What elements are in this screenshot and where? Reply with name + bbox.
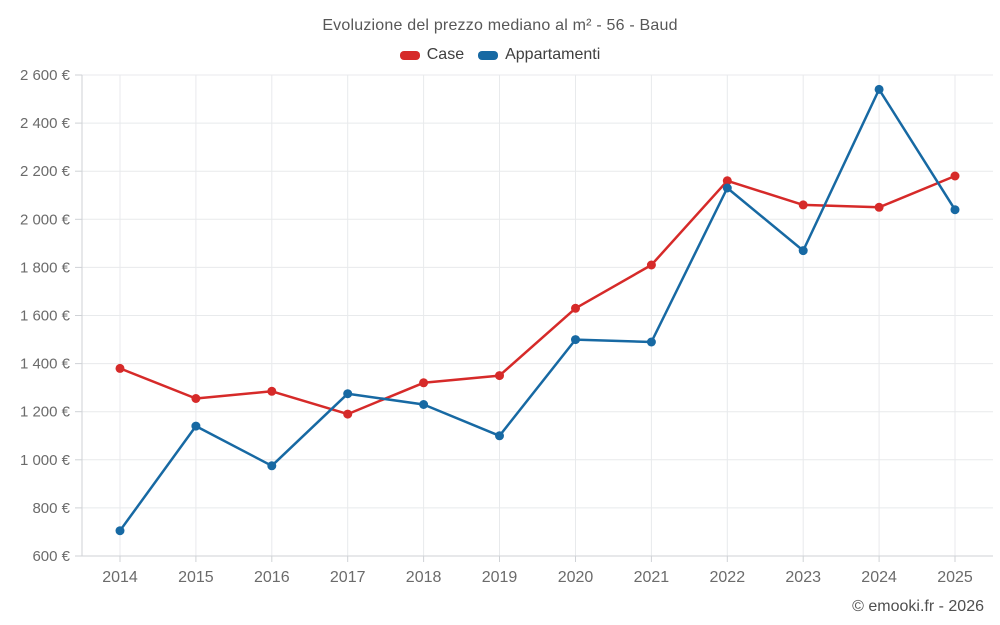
data-point-case-2015[interactable] bbox=[191, 394, 201, 403]
chart-title: Evoluzione del prezzo mediano al m² - 56… bbox=[322, 17, 678, 34]
legend-swatch-appartamenti-icon bbox=[478, 50, 499, 60]
y-axis-label: 2 400 € bbox=[20, 115, 71, 132]
data-point-case-2022[interactable] bbox=[722, 176, 732, 186]
data-point-case-2017[interactable] bbox=[343, 409, 353, 419]
y-axis-label: 1 600 € bbox=[20, 308, 71, 325]
x-axis-label: 2025 bbox=[937, 569, 973, 586]
data-point-case-2020[interactable] bbox=[571, 303, 580, 313]
data-point-appartamenti-2016[interactable] bbox=[267, 461, 277, 471]
y-axis-label: 2 200 € bbox=[20, 163, 71, 180]
series-line-appartamenti bbox=[118, 88, 957, 532]
data-point-case-2018[interactable] bbox=[419, 378, 429, 388]
x-axis-label: 2018 bbox=[406, 569, 442, 586]
x-axis-label: 2020 bbox=[558, 569, 594, 586]
x-axis-label: 2015 bbox=[178, 569, 214, 586]
x-axis-label: 2016 bbox=[254, 569, 290, 586]
x-axis-label: 2021 bbox=[634, 569, 670, 586]
y-axis-label: 800 € bbox=[32, 500, 70, 517]
data-point-appartamenti-2023[interactable] bbox=[798, 246, 808, 256]
legend-item-appartamenti[interactable]: Appartamenti bbox=[478, 46, 600, 64]
data-point-appartamenti-2022[interactable] bbox=[722, 183, 732, 193]
plot-area: 600 € 800 € 1 000 € 1 200 € 1 400 € 1 600 € 1 … bbox=[20, 67, 993, 586]
data-point-appartamenti-2024[interactable] bbox=[874, 84, 884, 94]
y-axis-label: 2 000 € bbox=[20, 211, 71, 228]
data-point-case-2016[interactable] bbox=[267, 386, 277, 396]
legend-swatch-case-icon bbox=[399, 50, 420, 60]
x-axis-label: 2022 bbox=[710, 569, 746, 586]
y-axis-label: 1 000 € bbox=[20, 452, 71, 469]
y-axis-label: 1 800 € bbox=[20, 259, 71, 276]
data-point-case-2025[interactable] bbox=[950, 171, 960, 181]
series-line-case bbox=[118, 174, 957, 416]
data-point-case-2021[interactable] bbox=[646, 260, 656, 270]
data-point-case-2014[interactable] bbox=[115, 363, 125, 373]
legend-label-appartamenti: Appartamenti bbox=[505, 46, 601, 63]
credit-footer: © emooki.fr - 2026 bbox=[852, 598, 984, 615]
data-point-appartamenti-2021[interactable] bbox=[646, 337, 656, 347]
data-point-appartamenti-2014[interactable] bbox=[115, 526, 125, 536]
y-axis-label: 2 600 € bbox=[20, 67, 71, 84]
data-point-case-2023[interactable] bbox=[798, 200, 808, 210]
data-point-case-2024[interactable] bbox=[874, 202, 884, 212]
x-axis-label: 2023 bbox=[785, 569, 821, 586]
y-axis-label: 1 400 € bbox=[20, 356, 71, 373]
x-axis-label: 2014 bbox=[102, 569, 138, 586]
data-point-appartamenti-2025[interactable] bbox=[950, 205, 960, 215]
data-point-appartamenti-2018[interactable] bbox=[419, 400, 429, 409]
data-point-appartamenti-2019[interactable] bbox=[495, 431, 504, 441]
data-point-case-2019[interactable] bbox=[495, 371, 504, 381]
x-axis-label: 2017 bbox=[330, 569, 366, 586]
legend: Case Appartamenti bbox=[0, 46, 1000, 64]
legend-label-case: Case bbox=[426, 46, 465, 63]
legend-item-case[interactable]: Case bbox=[399, 46, 465, 64]
x-axis-label: 2024 bbox=[861, 569, 897, 586]
y-axis-label: 600 € bbox=[32, 548, 70, 565]
data-point-appartamenti-2017[interactable] bbox=[343, 389, 353, 399]
data-point-appartamenti-2015[interactable] bbox=[191, 421, 201, 431]
y-axis-label: 1 200 € bbox=[20, 404, 71, 421]
data-point-appartamenti-2020[interactable] bbox=[571, 335, 580, 345]
x-axis-label: 2019 bbox=[482, 569, 518, 586]
